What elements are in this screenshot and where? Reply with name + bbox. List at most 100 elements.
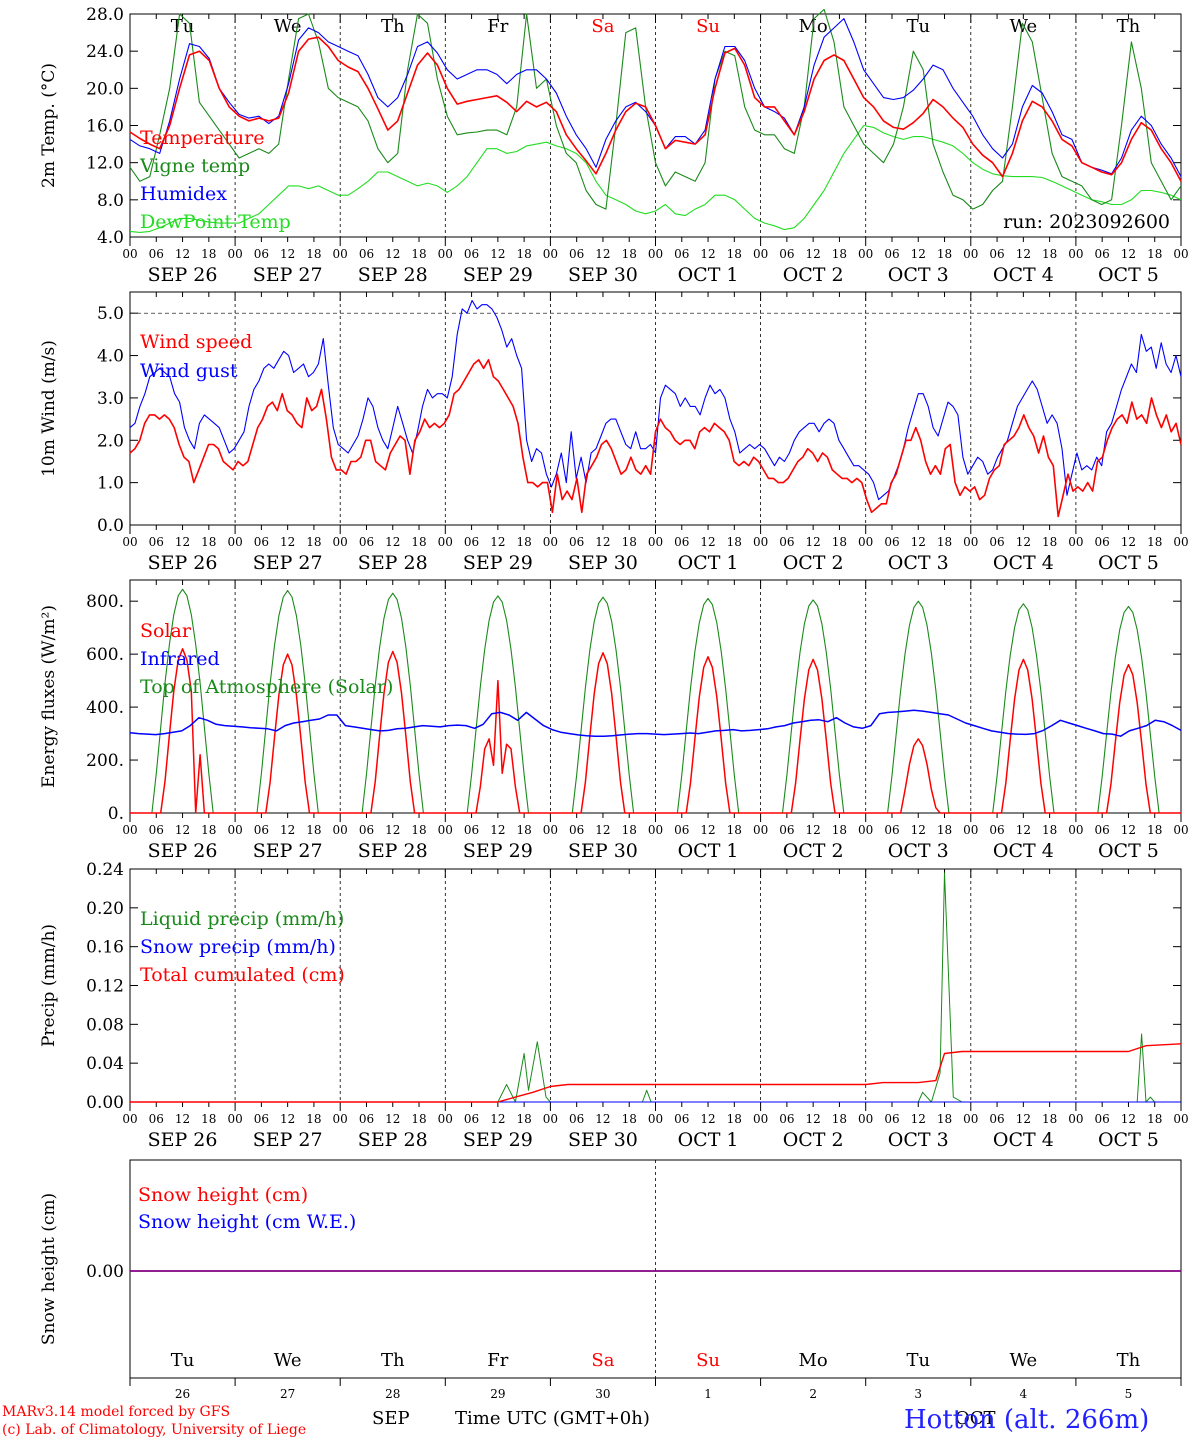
hour-tick-label: 00 xyxy=(963,247,978,261)
hour-tick-label: 00 xyxy=(858,1112,873,1126)
hour-tick-label: 06 xyxy=(464,1112,479,1126)
day-date-label: SEP 30 xyxy=(568,840,638,862)
hour-tick-label: 00 xyxy=(858,535,873,549)
hour-tick-label: 00 xyxy=(1173,823,1188,837)
day-number-label: 4 xyxy=(1020,1387,1028,1401)
hour-tick-label: 06 xyxy=(149,823,164,837)
day-date-label: OCT 5 xyxy=(1098,552,1159,574)
run-annotation: run: 2023092600 xyxy=(1003,211,1170,233)
hour-tick-label: 06 xyxy=(359,535,374,549)
hour-tick-label: 06 xyxy=(569,823,584,837)
hour-tick-label: 00 xyxy=(1173,247,1188,261)
day-date-label: SEP 30 xyxy=(568,264,638,286)
hour-tick-label: 06 xyxy=(884,535,899,549)
day-name-label: Sa xyxy=(591,16,614,37)
y-tick-label: 0.16 xyxy=(86,938,124,958)
hour-tick-label: 12 xyxy=(385,823,400,837)
hour-tick-label: 06 xyxy=(464,823,479,837)
hour-tick-label: 18 xyxy=(622,823,637,837)
hour-tick-label: 06 xyxy=(254,823,269,837)
day-date-label: SEP 28 xyxy=(358,264,428,286)
hour-tick-label: 18 xyxy=(727,247,742,261)
hour-tick-label: 06 xyxy=(569,535,584,549)
hour-tick-label: 06 xyxy=(149,1112,164,1126)
hour-tick-label: 18 xyxy=(306,535,321,549)
hour-tick-label: 06 xyxy=(149,247,164,261)
hour-tick-label: 06 xyxy=(1095,1112,1110,1126)
day-name-label: Tu xyxy=(906,1350,930,1371)
day-name-label: Tu xyxy=(171,16,195,37)
day-date-label: OCT 5 xyxy=(1098,1129,1159,1151)
hour-tick-label: 06 xyxy=(254,247,269,261)
hour-tick-label: 00 xyxy=(543,535,558,549)
legend-entry: Vigne temp xyxy=(139,155,250,177)
hour-tick-label: 18 xyxy=(1147,1112,1162,1126)
hour-tick-label: 00 xyxy=(648,823,663,837)
day-date-label: SEP 29 xyxy=(463,264,533,286)
hour-tick-label: 00 xyxy=(333,247,348,261)
series-line xyxy=(497,872,1156,1103)
y-tick-label: 400. xyxy=(86,698,124,718)
hour-tick-label: 18 xyxy=(937,535,952,549)
hour-tick-label: 18 xyxy=(411,535,426,549)
y-tick-label: 0.12 xyxy=(86,977,124,997)
time-axis-label: Time UTC (GMT+0h) xyxy=(455,1408,650,1429)
day-date-label: OCT 1 xyxy=(678,1129,739,1151)
hour-tick-label: 06 xyxy=(779,1112,794,1126)
hour-tick-label: 18 xyxy=(201,1112,216,1126)
hour-tick-label: 00 xyxy=(227,823,242,837)
y-tick-label: 24.0 xyxy=(86,42,124,62)
y-tick-label: 600. xyxy=(86,645,124,665)
hour-tick-label: 00 xyxy=(648,535,663,549)
hour-tick-label: 00 xyxy=(1068,535,1083,549)
legend-entry: Total cumulated (cm) xyxy=(140,964,345,986)
hour-tick-label: 00 xyxy=(122,535,137,549)
hour-tick-label: 06 xyxy=(884,247,899,261)
panel-snow: Snow height (cm) 0.00 Snow height (cm) Snow… xyxy=(39,1159,1182,1401)
day-date-label: SEP 29 xyxy=(463,1129,533,1151)
day-number-label: 3 xyxy=(914,1387,922,1401)
y-tick-label: 2.0 xyxy=(97,431,124,451)
y-tick-label: 0.04 xyxy=(86,1054,124,1074)
series-line xyxy=(130,1043,1182,1103)
y-tick-label: 5.0 xyxy=(97,304,124,324)
hour-tick-label: 06 xyxy=(989,535,1004,549)
hour-tick-label: 00 xyxy=(1068,247,1083,261)
legend-entry: Snow height (cm) xyxy=(138,1184,308,1206)
hour-tick-label: 00 xyxy=(122,247,137,261)
hour-tick-label: 18 xyxy=(516,535,531,549)
day-date-label: SEP 30 xyxy=(568,552,638,574)
hour-tick-label: 00 xyxy=(543,247,558,261)
hour-tick-label: 18 xyxy=(1147,535,1162,549)
hour-tick-label: 00 xyxy=(438,1112,453,1126)
hour-tick-label: 12 xyxy=(911,1112,926,1126)
legend-entry: Snow precip (mm/h) xyxy=(140,936,336,958)
day-name-label: Th xyxy=(381,16,405,37)
hour-tick-label: 00 xyxy=(227,247,242,261)
day-date-label: OCT 1 xyxy=(678,552,739,574)
hour-tick-label: 12 xyxy=(700,247,715,261)
hour-tick-label: 06 xyxy=(779,535,794,549)
hour-tick-label: 18 xyxy=(201,535,216,549)
hour-tick-label: 06 xyxy=(254,1112,269,1126)
legend-entry: Humidex xyxy=(140,183,227,205)
hour-tick-label: 00 xyxy=(227,1112,242,1126)
hour-tick-label: 06 xyxy=(674,823,689,837)
day-date-label: OCT 1 xyxy=(678,264,739,286)
day-name-label: We xyxy=(1010,16,1038,37)
hour-tick-label: 00 xyxy=(648,1112,663,1126)
y-tick-label: 0.24 xyxy=(86,860,124,880)
day-date-label: OCT 4 xyxy=(993,552,1054,574)
hour-tick-label: 00 xyxy=(648,247,663,261)
day-name-label: Su xyxy=(696,16,720,37)
hour-tick-label: 18 xyxy=(622,1112,637,1126)
hour-tick-label: 18 xyxy=(937,1112,952,1126)
hour-tick-label: 18 xyxy=(1042,535,1057,549)
hour-tick-label: 12 xyxy=(385,535,400,549)
day-date-label: OCT 3 xyxy=(888,840,949,862)
hour-tick-label: 00 xyxy=(1068,823,1083,837)
day-date-label: SEP 29 xyxy=(463,552,533,574)
hour-tick-label: 18 xyxy=(411,823,426,837)
hour-tick-label: 12 xyxy=(490,247,505,261)
day-date-label: SEP 27 xyxy=(253,552,323,574)
